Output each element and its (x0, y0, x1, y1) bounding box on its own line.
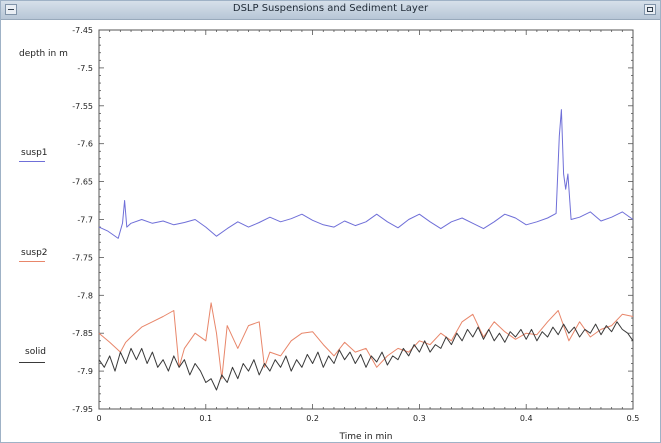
x-tick-label: 0.4 (520, 414, 533, 423)
title-bar[interactable]: DSLP Suspensions and Sediment Layer (1, 1, 660, 20)
y-tick-label: -7.7 (77, 216, 93, 225)
legend-swatch-susp2 (19, 261, 45, 262)
series-line-solid (98, 321, 634, 391)
y-axis-title: depth in m (19, 49, 68, 59)
series-line-susp1 (98, 109, 634, 239)
y-tick-label: -7.6 (77, 140, 93, 149)
window-title: DSLP Suspensions and Sediment Layer (232, 3, 429, 14)
legend-label-susp1: susp1 (21, 148, 48, 158)
plot-frame (98, 29, 634, 410)
y-tick-label: -7.55 (72, 102, 93, 111)
x-tick-label: 0.3 (413, 414, 426, 423)
legend-label-solid: solid (25, 347, 46, 357)
legend-label-susp2: susp2 (21, 248, 48, 258)
maximize-icon (647, 7, 653, 12)
maximize-button[interactable] (644, 4, 656, 15)
minimize-icon (8, 9, 14, 10)
series-line-susp2 (98, 302, 634, 380)
line-chart: 0 0.1 0.2 0.3 0.4 0.5 -7.45 -7.5 -7.55 -7.6 -7.65 -… (72, 26, 640, 423)
x-tick-label: 0 (96, 414, 101, 423)
x-tick-label: 0.1 (199, 414, 212, 423)
y-tick-label: -7.5 (77, 64, 93, 73)
y-tick-label: -7.9 (77, 367, 93, 376)
y-tick-label: -7.45 (72, 26, 93, 35)
x-tick-label: 0.5 (627, 414, 640, 423)
legend-swatch-susp1 (19, 161, 45, 162)
y-tick-label: -7.8 (77, 291, 93, 300)
plot-panel: 0 0.1 0.2 0.3 0.4 0.5 -7.45 -7.5 -7.55 -7.6 -7.65 -… (1, 20, 660, 442)
x-tick-label: 0.2 (306, 414, 319, 423)
y-tick-label: -7.95 (72, 405, 93, 414)
y-tick-label: -7.85 (72, 329, 93, 338)
y-tick-label: -7.75 (72, 253, 93, 262)
minimize-button[interactable] (5, 4, 17, 15)
legend-swatch-solid (19, 362, 45, 363)
x-axis-title: Time in min (339, 432, 393, 442)
y-tick-label: -7.65 (72, 178, 93, 187)
